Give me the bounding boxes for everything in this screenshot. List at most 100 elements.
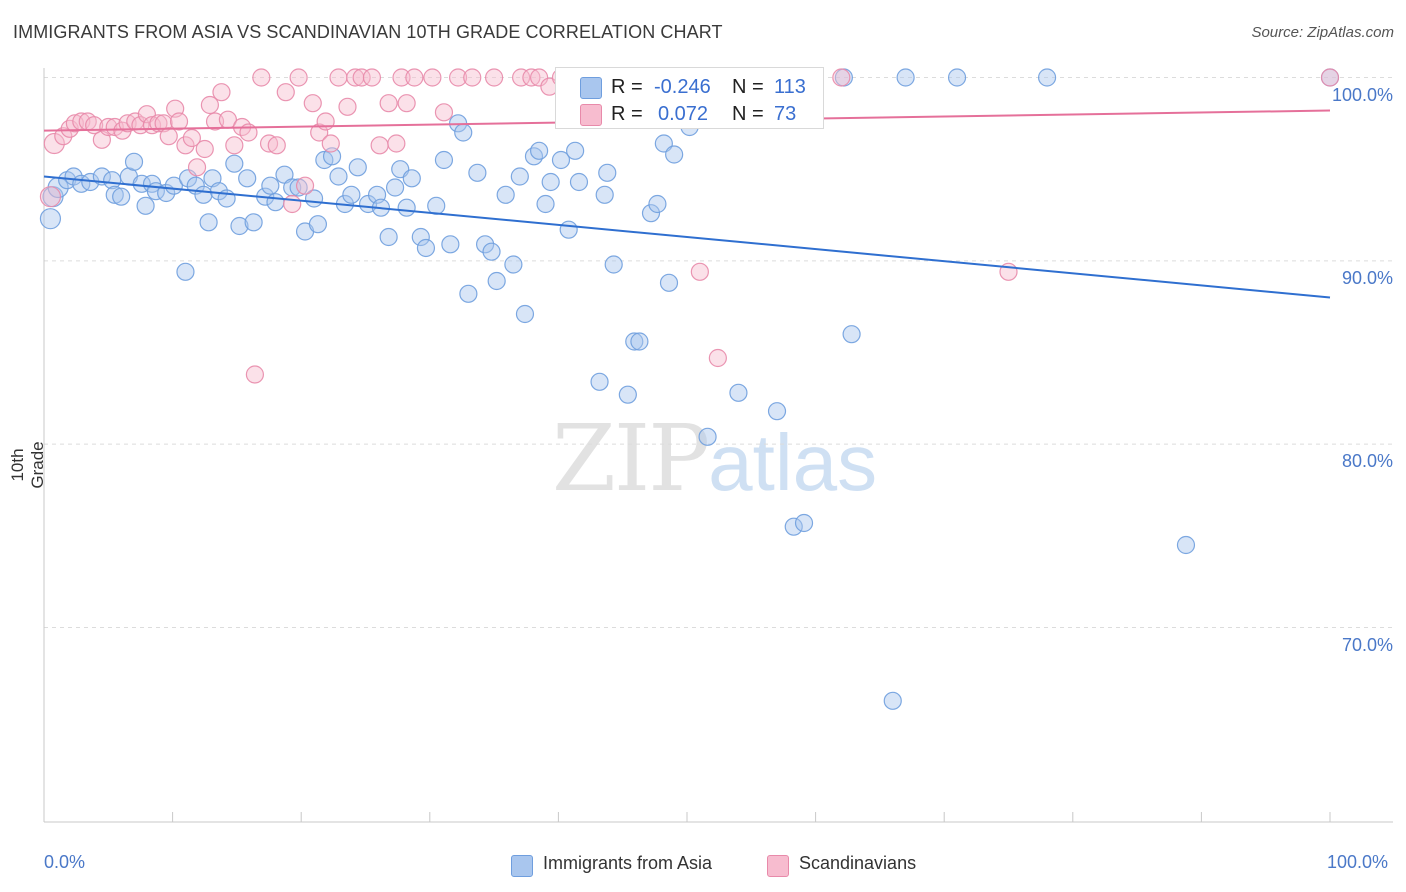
- point-asia: [641, 204, 661, 223]
- point-asia: [947, 68, 967, 87]
- point-asia: [842, 325, 861, 344]
- point-scandinavian: [522, 68, 541, 87]
- point-scandinavian: [321, 134, 340, 153]
- point-asia: [504, 255, 523, 274]
- point-asia: [698, 427, 717, 446]
- series-legend-label-scandinavians: Scandinavians: [799, 853, 917, 873]
- point-asia: [39, 208, 62, 230]
- point-asia: [176, 262, 195, 281]
- point-scandinavian: [245, 365, 265, 384]
- point-asia: [475, 235, 495, 254]
- point-asia: [630, 332, 649, 351]
- point-asia: [569, 172, 589, 192]
- y-tick-label: 100.0%: [1331, 84, 1393, 105]
- point-scandinavian: [283, 194, 302, 214]
- point-asia: [496, 185, 515, 204]
- point-scandinavian: [187, 158, 207, 177]
- correlation-legend: R = -0.246 N = 113 R = 0.072 N = 73: [555, 67, 824, 129]
- point-scandinavian: [295, 176, 315, 195]
- point-asia: [136, 196, 155, 215]
- point-asia: [659, 273, 679, 292]
- point-scandinavian: [423, 68, 442, 87]
- point-scandinavian: [159, 127, 178, 146]
- data-points: [39, 68, 1340, 710]
- point-asia: [402, 169, 421, 188]
- point-scandinavian: [176, 136, 195, 155]
- point-asia: [132, 174, 151, 193]
- series-legend-swatch-asia: [511, 855, 533, 877]
- point-asia: [230, 216, 249, 236]
- point-asia: [454, 123, 473, 142]
- point-scandinavian: [329, 68, 348, 87]
- point-asia: [541, 172, 560, 192]
- point-asia: [64, 167, 83, 186]
- legend-row-scandinavians: R = 0.072 N = 73: [556, 101, 823, 127]
- point-asia: [348, 158, 367, 177]
- point-scandinavian: [303, 94, 322, 113]
- point-scandinavian: [54, 127, 73, 146]
- point-asia: [794, 513, 814, 533]
- point-asia: [124, 152, 144, 171]
- point-asia: [530, 141, 549, 160]
- point-asia: [604, 255, 623, 274]
- point-scandinavian: [276, 83, 295, 102]
- x-tick-label-max: 100.0%: [1327, 852, 1389, 872]
- point-asia: [416, 238, 436, 258]
- point-asia: [559, 220, 578, 239]
- point-scandinavian: [370, 136, 389, 155]
- series-legend-swatch-scandinavians: [767, 855, 789, 877]
- point-scandinavian: [379, 94, 398, 113]
- point-scandinavian: [310, 123, 329, 142]
- y-tick-label: 90.0%: [1341, 267, 1393, 288]
- point-scandinavian: [39, 186, 62, 208]
- point-scandinavian: [708, 348, 727, 368]
- point-scandinavian: [485, 68, 504, 87]
- x-tick-label-min: 0.0%: [44, 852, 86, 872]
- point-scandinavian: [225, 136, 244, 155]
- legend-n-label: N =: [732, 103, 764, 125]
- point-scandinavian: [169, 112, 189, 131]
- point-scandinavian: [99, 117, 118, 137]
- watermark-atlas: atlas: [708, 418, 878, 507]
- point-scandinavian: [362, 68, 382, 87]
- point-asia: [379, 227, 398, 247]
- point-scandinavian: [267, 136, 286, 155]
- point-asia: [289, 178, 308, 197]
- point-asia: [112, 187, 131, 206]
- point-asia: [784, 517, 803, 536]
- legend-swatch-scandinavians: [580, 104, 602, 126]
- point-scandinavian: [392, 68, 411, 87]
- point-asia: [648, 194, 667, 214]
- watermark: ZIPatlas: [552, 405, 877, 512]
- point-scandinavian: [434, 103, 454, 122]
- chart-title: IMMIGRANTS FROM ASIA VS SCANDINAVIAN 10T…: [13, 22, 723, 42]
- point-scandinavian: [387, 134, 406, 153]
- legend-n-label: N =: [732, 76, 764, 98]
- point-asia: [551, 150, 571, 170]
- legend-r-label: R =: [611, 103, 643, 125]
- point-asia: [487, 271, 506, 291]
- point-asia: [729, 383, 748, 402]
- point-scandinavian: [338, 97, 357, 116]
- trendline-asia: [43, 175, 1331, 299]
- point-asia: [411, 227, 430, 247]
- point-asia: [244, 213, 263, 232]
- point-scandinavian: [1320, 68, 1340, 87]
- point-scandinavian: [832, 68, 851, 87]
- point-scandinavian: [289, 68, 308, 87]
- point-asia: [199, 213, 218, 232]
- point-scandinavian: [182, 128, 201, 148]
- point-asia: [598, 163, 617, 182]
- series-legend-label-asia: Immigrants from Asia: [543, 853, 713, 873]
- point-asia: [194, 185, 213, 204]
- point-asia: [767, 402, 787, 421]
- point-asia: [441, 235, 460, 254]
- y-tick-label: 70.0%: [1341, 634, 1393, 655]
- point-asia: [105, 185, 124, 204]
- legend-r-value-asia: -0.246: [654, 76, 711, 98]
- point-asia: [459, 284, 478, 303]
- source-note: Source: ZipAtlas.com: [1251, 24, 1394, 41]
- legend-r-value-scandinavians: 0.072: [658, 103, 709, 125]
- point-asia: [536, 194, 555, 214]
